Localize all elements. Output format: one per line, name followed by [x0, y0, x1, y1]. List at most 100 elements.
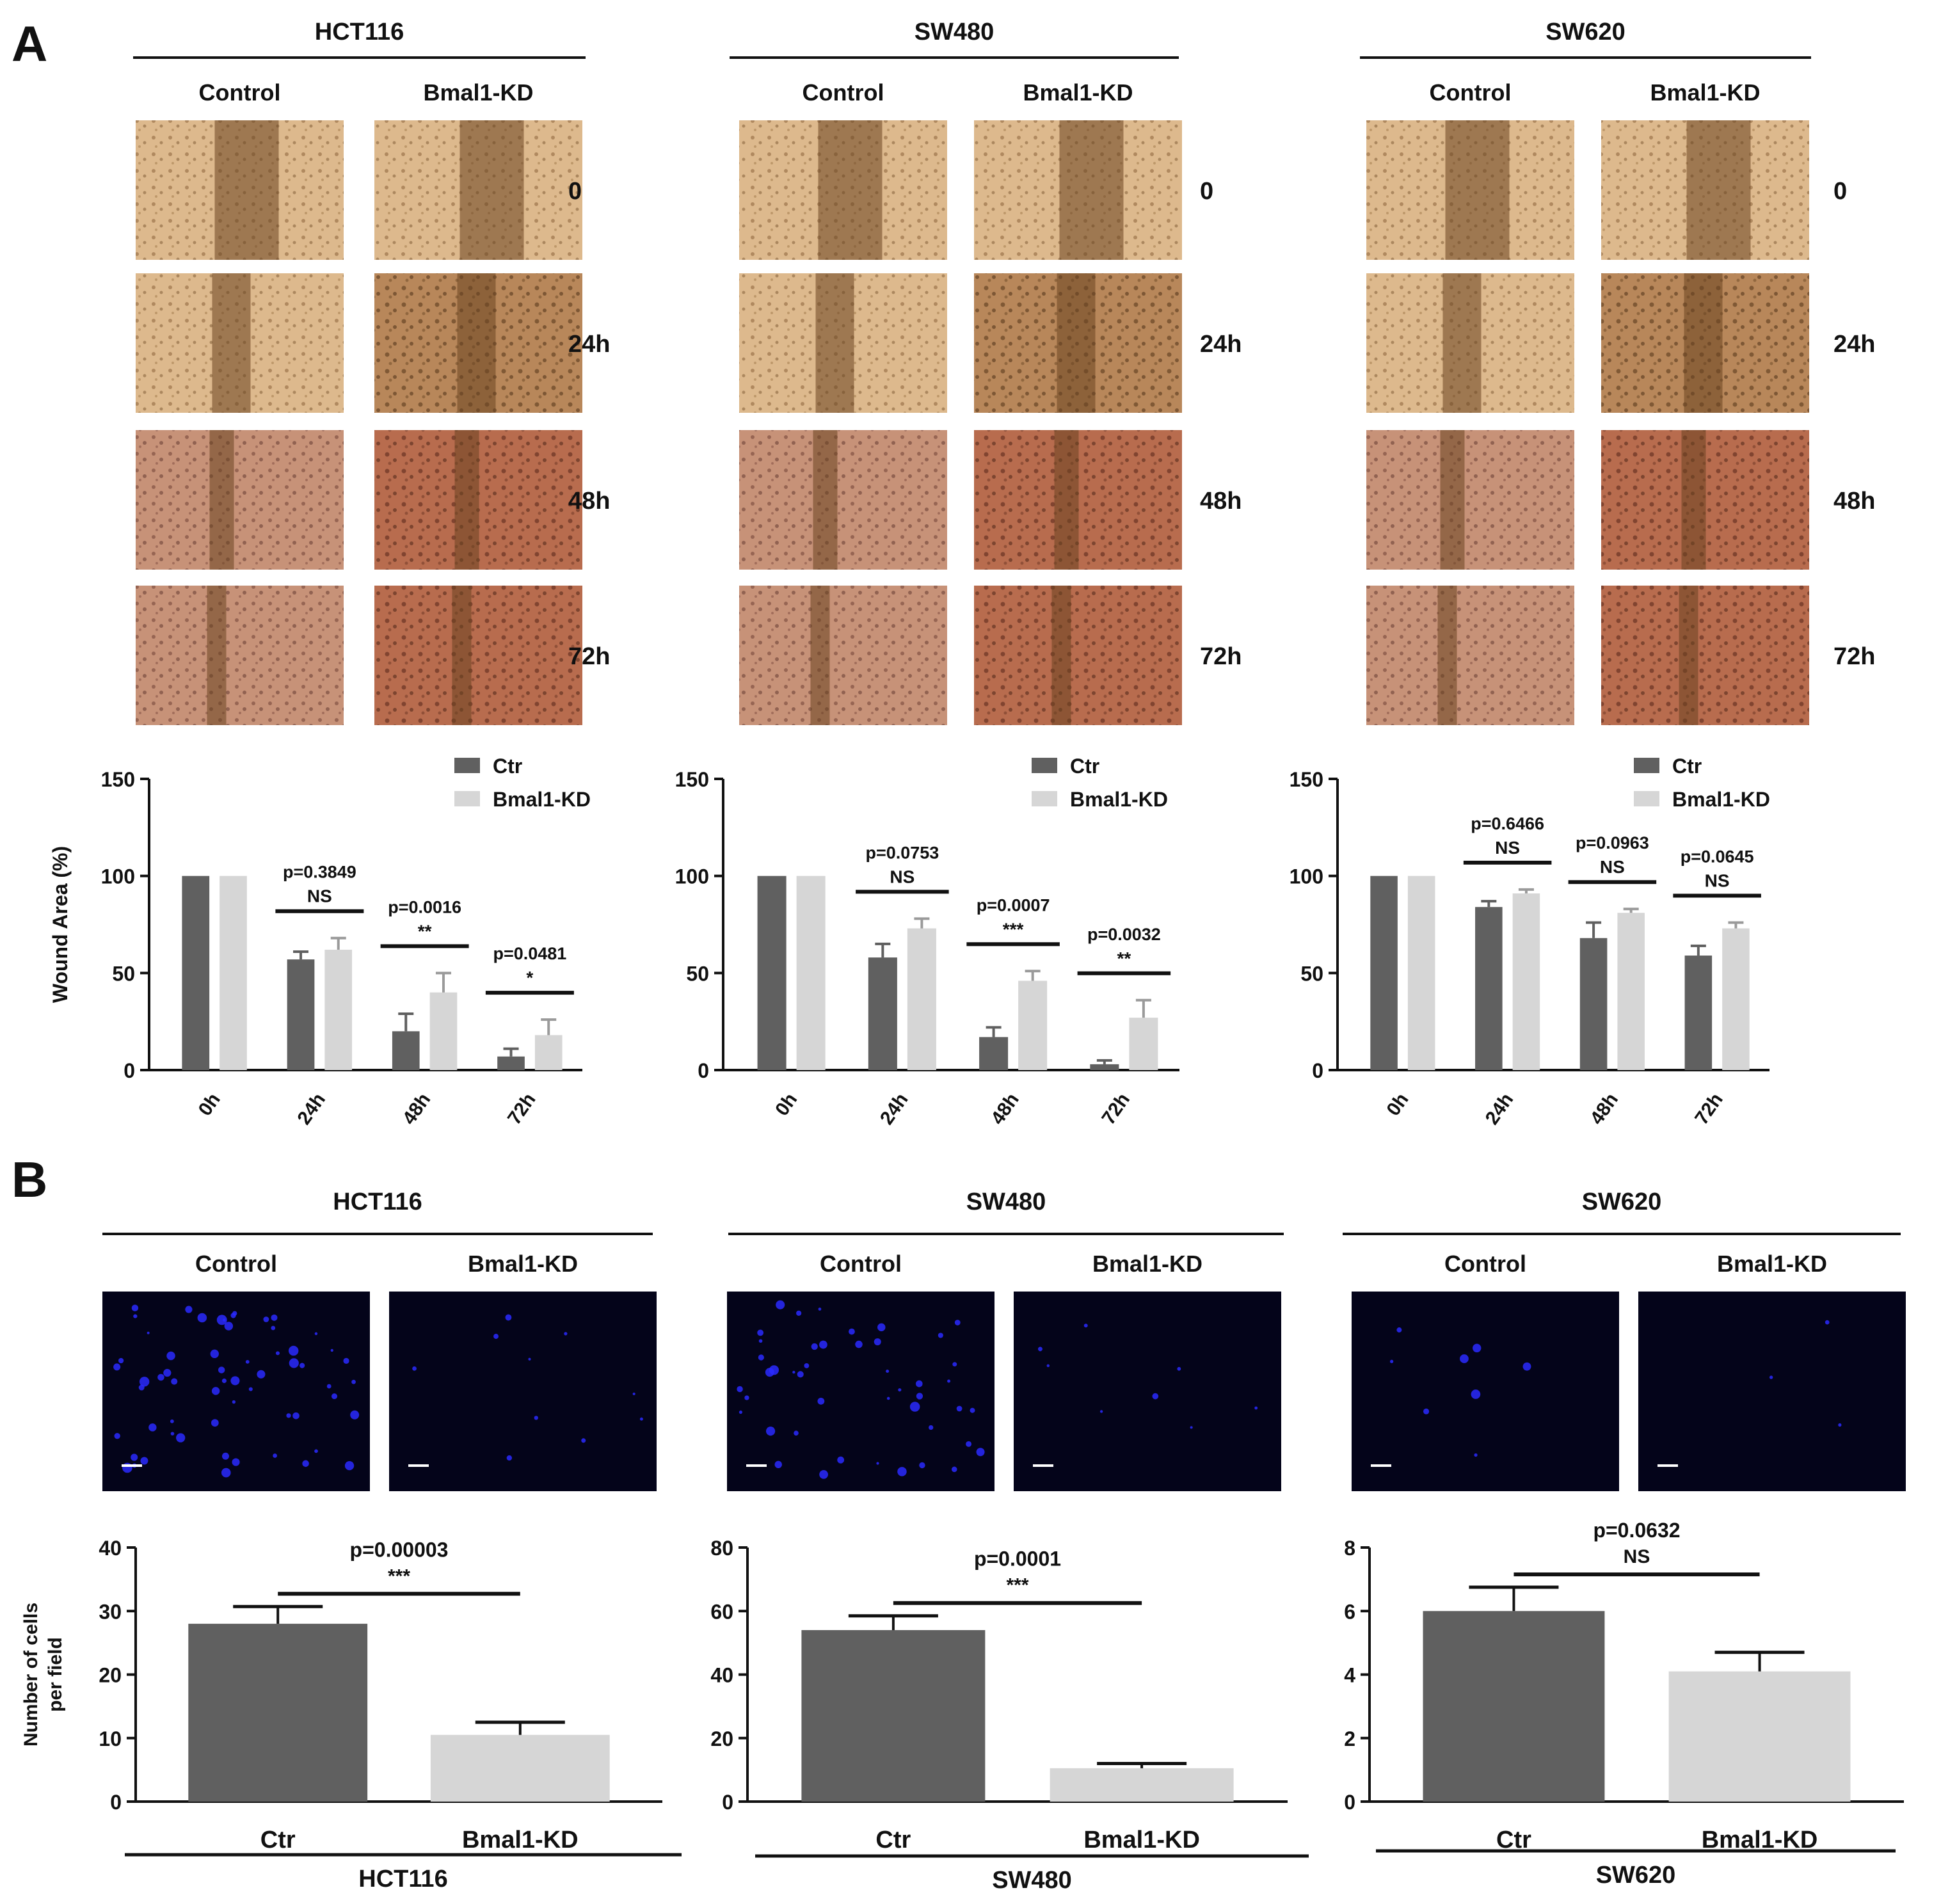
stained-cell: [245, 1359, 250, 1364]
stained-cell: [739, 1410, 742, 1414]
y-tick-label: 80: [710, 1537, 733, 1560]
timepoint-label: 24h: [568, 331, 610, 358]
stained-cell: [133, 1314, 138, 1318]
bar: [220, 876, 247, 1070]
bar: [1370, 876, 1398, 1070]
stained-cell: [916, 1393, 923, 1400]
wound-gap: [1684, 273, 1723, 413]
bar: [1018, 980, 1048, 1070]
significance-mark: NS: [1600, 857, 1625, 877]
wound-micrograph: [136, 586, 344, 725]
p-value-label: p=0.0632: [1593, 1519, 1680, 1542]
bar: [429, 992, 458, 1070]
stained-cell: [326, 1384, 331, 1389]
y-tick-label: 50: [686, 962, 709, 985]
panel-b-condition-label: Bmal1-KD: [1717, 1251, 1827, 1277]
stained-cell: [493, 1334, 499, 1339]
wound-gap: [207, 586, 227, 725]
timepoint-label: 48h: [1833, 488, 1875, 515]
stained-cell: [886, 1369, 890, 1373]
bar: [1684, 956, 1713, 1070]
panel-b-condition-label: Control: [820, 1251, 902, 1277]
wound-area-chart: 0 50 100 150 0h 24h 48h 72h NS p=0.0753 *** p=0.000…: [675, 755, 1179, 1128]
stained-cell: [273, 1453, 277, 1458]
y-tick-label: 10: [99, 1727, 122, 1750]
stained-cell: [140, 1457, 148, 1465]
panel-a-cell-line-title: SW480: [915, 19, 994, 45]
bar: [796, 876, 826, 1070]
stained-cell: [113, 1363, 121, 1371]
stained-cell: [970, 1407, 975, 1413]
stained-cell: [919, 1462, 925, 1469]
bar: [1407, 876, 1435, 1070]
stained-cell: [1473, 1343, 1482, 1353]
legend-label-kd: Bmal1-KD: [493, 788, 591, 811]
stained-cell: [288, 1345, 299, 1356]
p-value-label: p=0.00003: [350, 1538, 449, 1561]
bar: [1722, 928, 1750, 1070]
timepoint-label: 72h: [568, 643, 610, 670]
wound-micrograph: [1601, 586, 1809, 725]
stained-cell: [302, 1460, 309, 1468]
timepoint-label: 72h: [1200, 643, 1242, 670]
x-tick-label: 24h: [293, 1089, 330, 1128]
stained-cell: [1396, 1327, 1402, 1332]
stained-cell: [819, 1340, 827, 1349]
panel-b-condition-label: Bmal1-KD: [1092, 1251, 1202, 1277]
stained-cell: [796, 1310, 802, 1316]
stained-cell: [528, 1357, 531, 1361]
panel-a-letter: A: [12, 15, 47, 72]
legend-swatch-kd: [1634, 791, 1659, 806]
wound-gap: [1051, 586, 1071, 725]
stained-cell: [744, 1395, 749, 1400]
stained-cell: [176, 1433, 186, 1443]
stained-cell: [210, 1349, 219, 1359]
stained-cell: [271, 1325, 276, 1331]
wound-gap: [1442, 273, 1482, 413]
stained-cell: [1177, 1366, 1181, 1371]
stained-cell: [877, 1323, 886, 1332]
wound-gap: [1440, 430, 1465, 570]
stained-cell: [1522, 1362, 1531, 1371]
stained-cell: [797, 1371, 804, 1378]
x-category-label: Bmal1-KD: [1702, 1827, 1818, 1853]
stained-cell: [138, 1384, 145, 1391]
panel-a-micrograph-grid: HCT116 Control Bmal1-KD 0 24h 48h 72h SW480 Cont…: [133, 19, 1875, 725]
bar: [534, 1035, 563, 1070]
p-value-label: p=0.0645: [1681, 847, 1754, 866]
bar: [1475, 907, 1503, 1070]
stained-cell: [148, 1423, 157, 1432]
wound-gap: [214, 120, 279, 260]
stained-cell: [351, 1379, 356, 1384]
stained-cell: [966, 1441, 972, 1447]
y-tick-label: 100: [675, 865, 709, 888]
stained-cell: [1099, 1410, 1103, 1413]
x-tick-label: 24h: [876, 1089, 913, 1128]
chart-legend: Ctr Bmal1-KD: [1634, 755, 1770, 811]
stained-cell: [898, 1388, 902, 1392]
stained-cell: [211, 1387, 220, 1395]
y-tick-label: 20: [710, 1727, 733, 1750]
x-tick-label: 24h: [1482, 1089, 1518, 1128]
stained-cell: [1769, 1375, 1773, 1379]
stained-cell: [230, 1313, 236, 1318]
stained-cell: [157, 1373, 164, 1381]
stained-cell: [817, 1397, 825, 1405]
stained-cell: [232, 1458, 240, 1466]
stained-cell: [286, 1413, 291, 1418]
stained-cell: [774, 1460, 782, 1469]
legend-label-ctr: Ctr: [493, 755, 522, 778]
stained-cell: [122, 1462, 132, 1473]
stained-cell: [792, 1370, 795, 1374]
bar: [430, 1734, 610, 1802]
timepoint-label: 0: [1200, 178, 1213, 205]
y-tick-label: 8: [1344, 1537, 1355, 1560]
stained-cell: [811, 1343, 818, 1350]
stained-cell: [263, 1316, 269, 1322]
stained-cell: [170, 1432, 175, 1436]
legend-label-kd: Bmal1-KD: [1070, 788, 1168, 811]
wound-gap: [813, 430, 838, 570]
stained-cell: [131, 1304, 139, 1311]
stained-cell: [855, 1340, 863, 1348]
